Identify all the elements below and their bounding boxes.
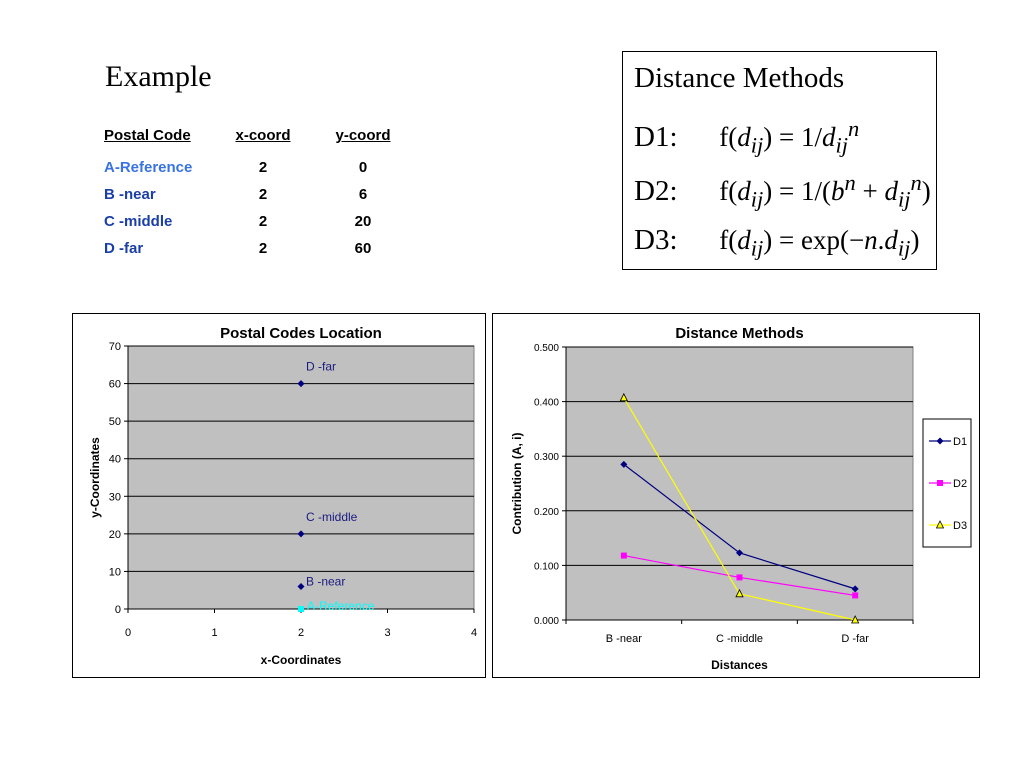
method-formula: f(dij) = 1/(bn + dijn) [719, 170, 931, 212]
y-tick-label: 20 [109, 529, 121, 541]
data-point-d2 [736, 574, 743, 581]
distance-methods-chart: Distance Methods 0.000 0.100 0.200 0.300 0.40… [492, 313, 980, 678]
chart-title: Postal Codes Location [220, 325, 382, 342]
x-tick-label: B -near [606, 633, 642, 645]
table-row: D -far 2 60 [104, 235, 426, 262]
method-d3: D3: f(dij) = exp(−n.dij) [634, 224, 919, 261]
legend-marker [935, 520, 945, 529]
data-point-d1 [736, 549, 743, 557]
slide-heading: Example [105, 60, 212, 93]
method-label: D3: [634, 224, 678, 256]
method-formula: f(dij) = exp(−n.dij) [719, 225, 920, 261]
line-chart-svg: Distance Methods 0.000 0.100 0.200 0.300 0.40… [510, 325, 972, 672]
postal-code-table: Postal Code x-coord y-coord A-Reference … [104, 127, 426, 262]
column-header-x-coord: x-coord [235, 127, 291, 144]
table-header-row: Postal Code x-coord y-coord [104, 127, 426, 154]
method-formula: f(dij) = 1/dijn [719, 116, 860, 158]
y-tick-label: 0.200 [534, 507, 559, 518]
y-tick-label: 0.400 [534, 398, 559, 409]
table-row: C -middle 2 20 [104, 208, 426, 235]
x-tick-label: 1 [211, 627, 217, 639]
y-tick-label: 0 [115, 604, 121, 616]
data-point-d2 [852, 592, 859, 599]
x-tick-label: D -far [841, 633, 869, 645]
legend-marker [936, 437, 944, 445]
x-axis-label: Distances [711, 658, 768, 672]
data-point-d3 [619, 392, 628, 402]
x-coord-value: 2 [258, 159, 268, 176]
x-tick-label: 2 [298, 627, 304, 639]
postal-code-name: A-Reference [104, 159, 193, 176]
x-tick-label: C -middle [716, 633, 763, 645]
data-label: C -middle [306, 510, 358, 524]
table-row: B -near 2 6 [104, 181, 426, 208]
x-coord-value: 2 [258, 186, 268, 203]
y-axis-label: y-Coordinates [88, 437, 102, 518]
data-point [297, 380, 305, 388]
postal-codes-chart: Postal Codes Location 0 10 20 30 40 50 60 70 0 1 2 3… [72, 313, 486, 678]
data-point [297, 582, 305, 590]
y-coord-value: 6 [358, 186, 368, 203]
data-point-d3 [851, 615, 860, 624]
y-tick-label: 40 [109, 454, 121, 466]
y-tick-label: 60 [109, 379, 121, 391]
data-point [297, 530, 305, 538]
chart-title: Distance Methods [675, 325, 803, 342]
data-label: A-Reference [307, 599, 375, 613]
x-tick-label: 3 [384, 627, 390, 639]
legend-label: D3 [953, 520, 967, 532]
data-point-d1 [851, 585, 859, 593]
plot-area [127, 345, 475, 610]
x-tick-label: 0 [125, 627, 131, 639]
postal-code-name: B -near [104, 186, 156, 203]
distance-methods-box: Distance Methods D1: f(dij) = 1/dijn D2:… [622, 51, 937, 270]
y-tick-label: 50 [109, 416, 121, 428]
postal-code-name: C -middle [104, 213, 173, 230]
data-label: D -far [306, 360, 336, 374]
scatter-chart-svg: Postal Codes Location 0 10 20 30 40 50 60 70 0 1 2 3… [88, 325, 477, 667]
data-label: B -near [306, 574, 345, 588]
method-d1: D1: f(dij) = 1/dijn [634, 116, 859, 158]
method-label: D1: [634, 121, 678, 153]
y-tick-label: 0.500 [534, 343, 559, 354]
x-coord-value: 2 [258, 213, 268, 230]
x-axis-label: x-Coordinates [261, 653, 342, 667]
y-tick-label: 30 [109, 491, 121, 503]
postal-code-name: D -far [104, 240, 144, 257]
legend-label: D2 [953, 478, 967, 490]
data-point [298, 606, 304, 612]
column-header-postal-code: Postal Code [104, 127, 191, 144]
y-coord-value: 0 [358, 159, 368, 176]
y-coord-value: 60 [354, 240, 372, 257]
data-point-d2 [620, 552, 627, 559]
distance-methods-title: Distance Methods [634, 62, 845, 94]
method-d2: D2: f(dij) = 1/(bn + dijn) [634, 170, 931, 212]
legend-marker [937, 480, 943, 486]
data-point-d3 [735, 588, 744, 598]
column-header-y-coord: y-coord [335, 127, 391, 144]
method-label: D2: [634, 175, 678, 207]
data-point-d1 [620, 460, 628, 468]
x-tick-label: 4 [471, 627, 477, 639]
y-axis-label: Contribution (A, i) [510, 433, 524, 535]
y-tick-label: 0.300 [534, 452, 559, 463]
legend-label: D1 [953, 436, 967, 448]
y-tick-label: 10 [109, 566, 121, 578]
y-tick-label: 0.100 [534, 561, 559, 572]
y-tick-label: 0.000 [534, 616, 559, 627]
y-coord-value: 20 [354, 213, 372, 230]
table-row: A-Reference 2 0 [104, 154, 426, 181]
y-tick-label: 70 [109, 341, 121, 353]
x-coord-value: 2 [258, 240, 268, 257]
